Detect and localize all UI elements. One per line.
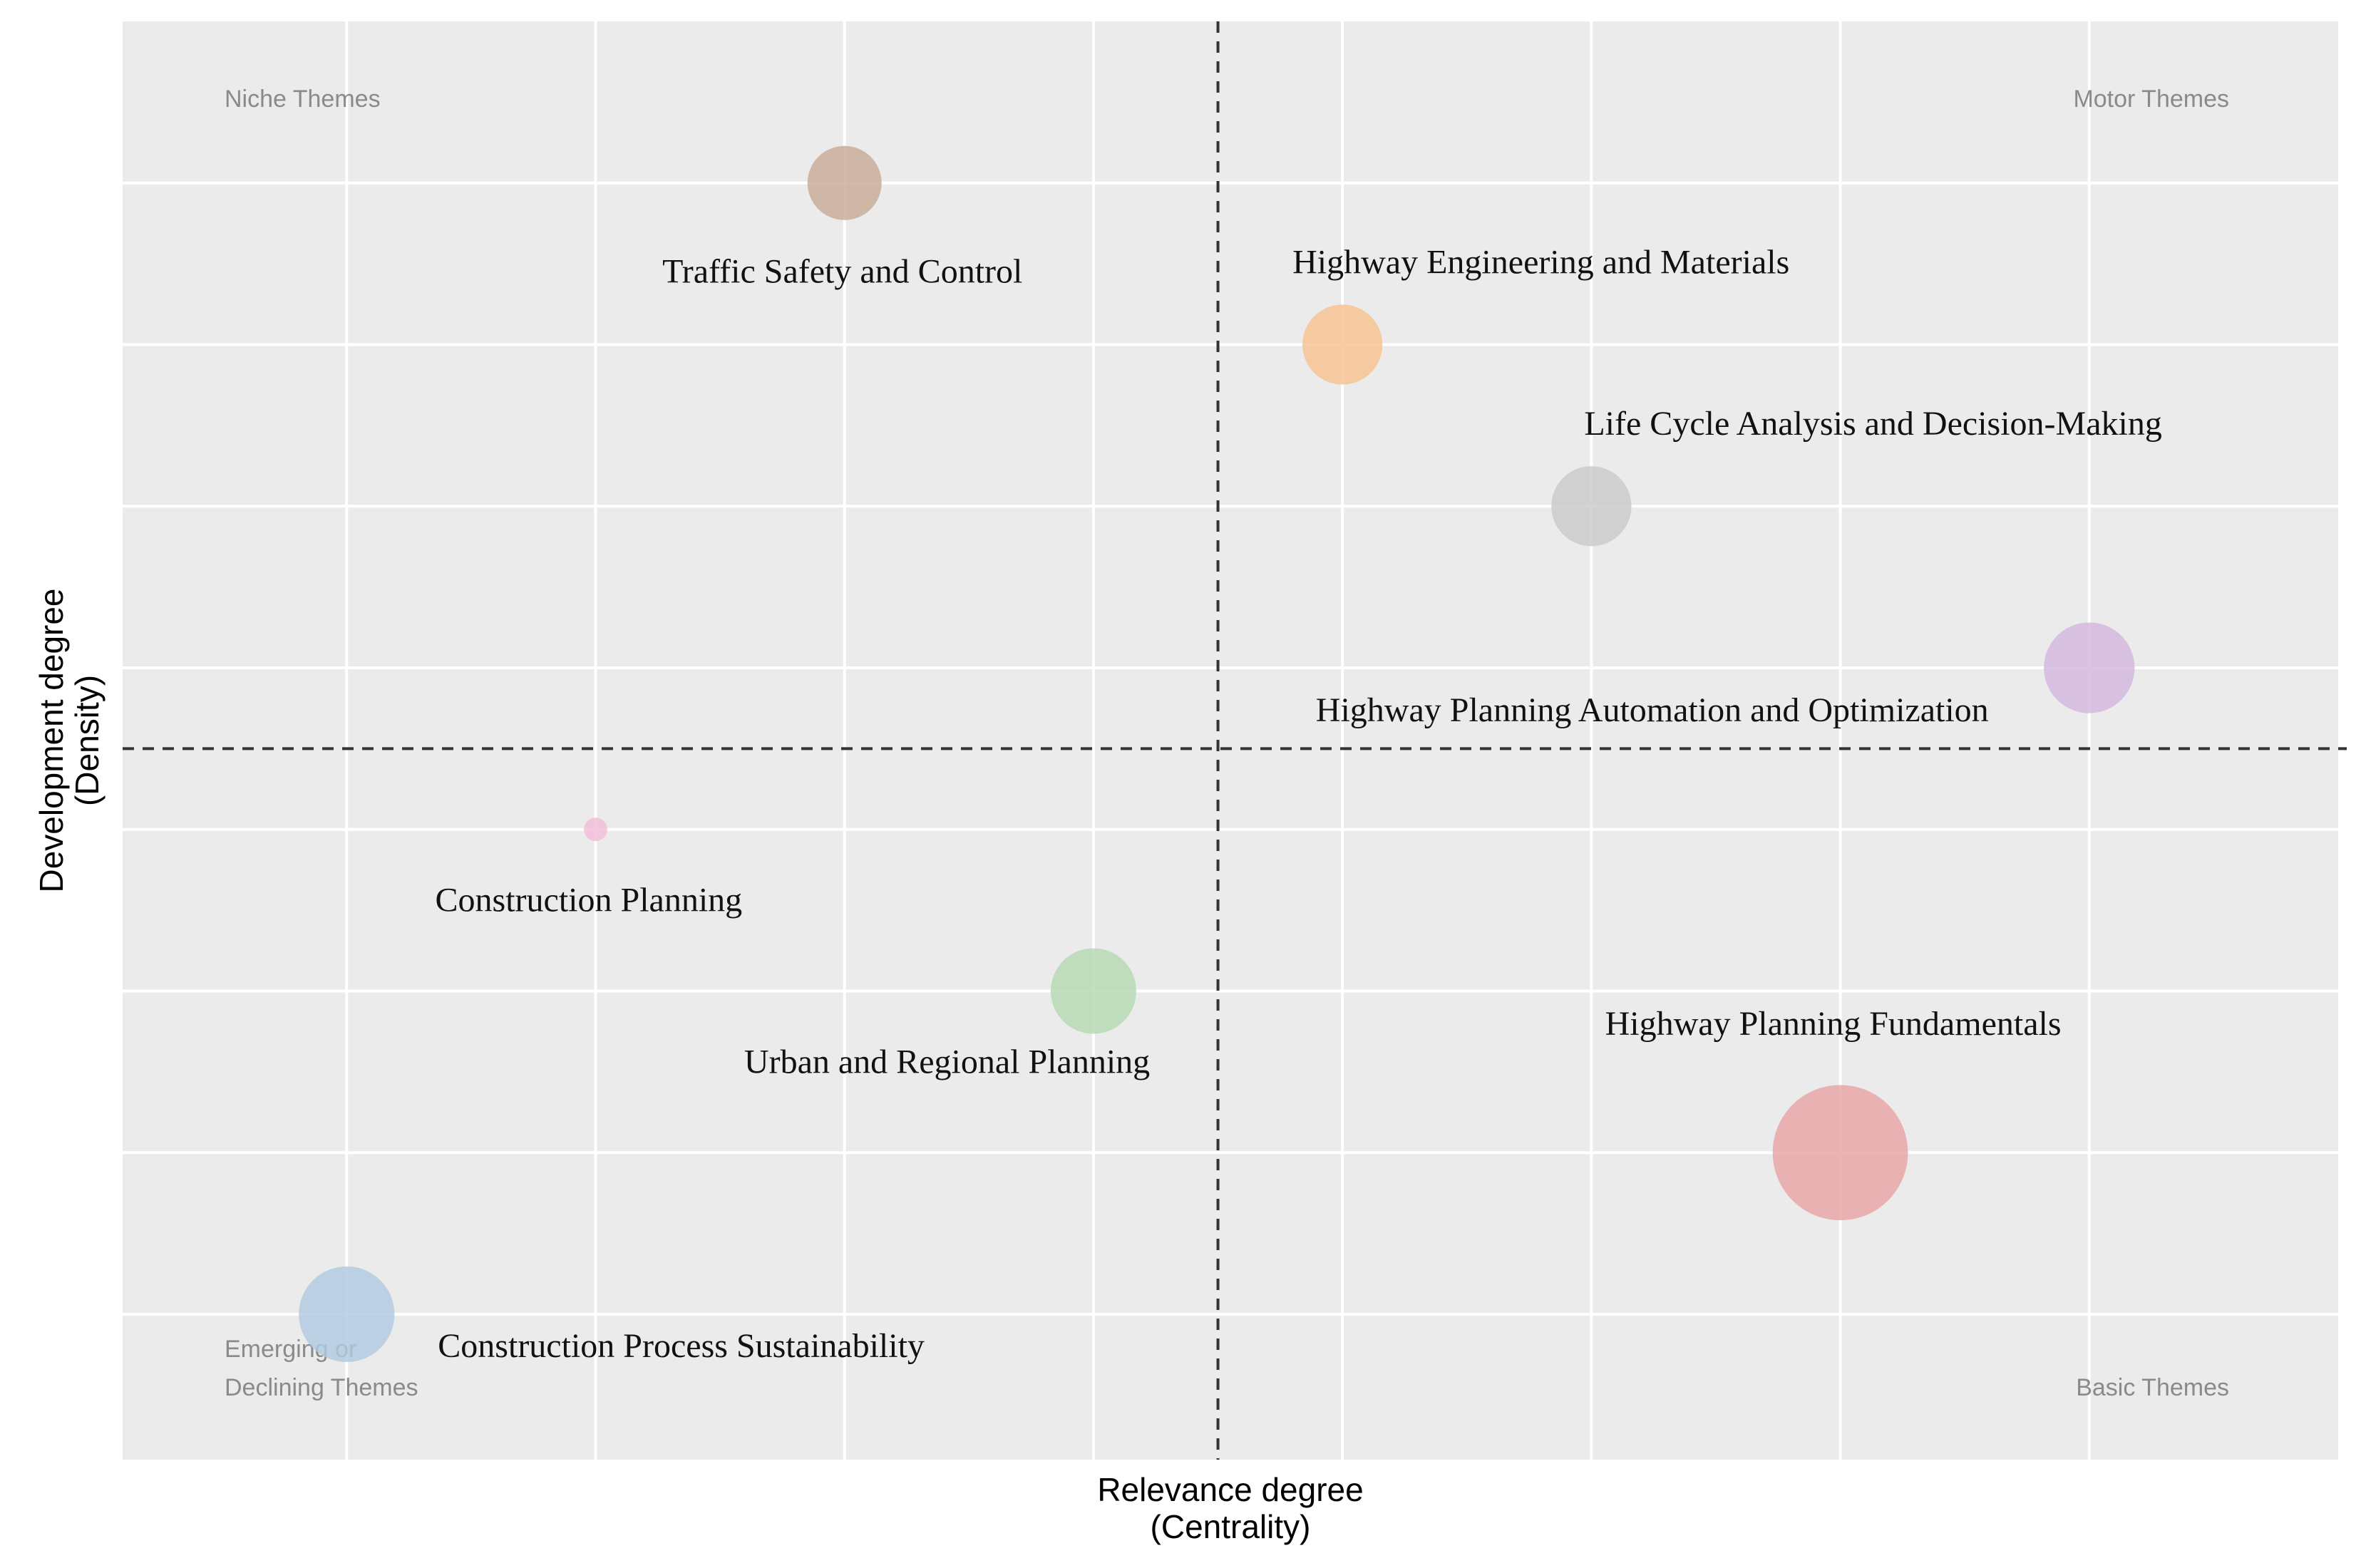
theme-labels: Traffic Safety and Control Highway Engine… — [436, 243, 2162, 1364]
theme-bubble — [299, 1266, 395, 1363]
theme-label: Urban and Regional Planning — [744, 1043, 1150, 1080]
plot-panel — [123, 21, 2338, 1460]
quadrant-label-bottom-left-line2: Declining Themes — [225, 1374, 418, 1401]
theme-label: Construction Process Sustainability — [438, 1327, 925, 1365]
quadrant-label-bottom-right: Basic Themes — [2076, 1374, 2229, 1401]
x-axis-subtitle: (Centrality) — [1151, 1508, 1311, 1545]
theme-bubble — [584, 817, 607, 842]
theme-label: Highway Planning Automation and Optimiza… — [1316, 691, 1989, 729]
grid-lines — [123, 21, 2338, 1460]
theme-bubble — [1551, 466, 1632, 547]
theme-bubble — [1772, 1085, 1908, 1221]
quadrant-label-top-right: Motor Themes — [2073, 86, 2229, 113]
theme-label: Highway Planning Fundamentals — [1605, 1005, 2062, 1043]
y-axis-subtitle: (Density) — [68, 675, 106, 806]
theme-bubble — [1302, 304, 1383, 385]
theme-bubble — [807, 145, 882, 220]
theme-bubbles — [299, 145, 2135, 1363]
theme-label: Traffic Safety and Control — [662, 253, 1022, 291]
axis-titles: Relevance degree (Centrality) Developmen… — [33, 588, 1364, 1545]
quadrant-label-top-left: Niche Themes — [225, 86, 381, 113]
theme-bubble — [1050, 948, 1136, 1034]
theme-label: Construction Planning — [436, 882, 743, 919]
threshold-lines — [123, 21, 2347, 1460]
y-axis-title: Development degree — [33, 588, 70, 892]
theme-bubble — [2044, 622, 2135, 713]
theme-label: Highway Engineering and Materials — [1292, 243, 1789, 281]
theme-label: Life Cycle Analysis and Decision-Making — [1584, 405, 2162, 443]
x-axis-title: Relevance degree — [1097, 1471, 1363, 1508]
